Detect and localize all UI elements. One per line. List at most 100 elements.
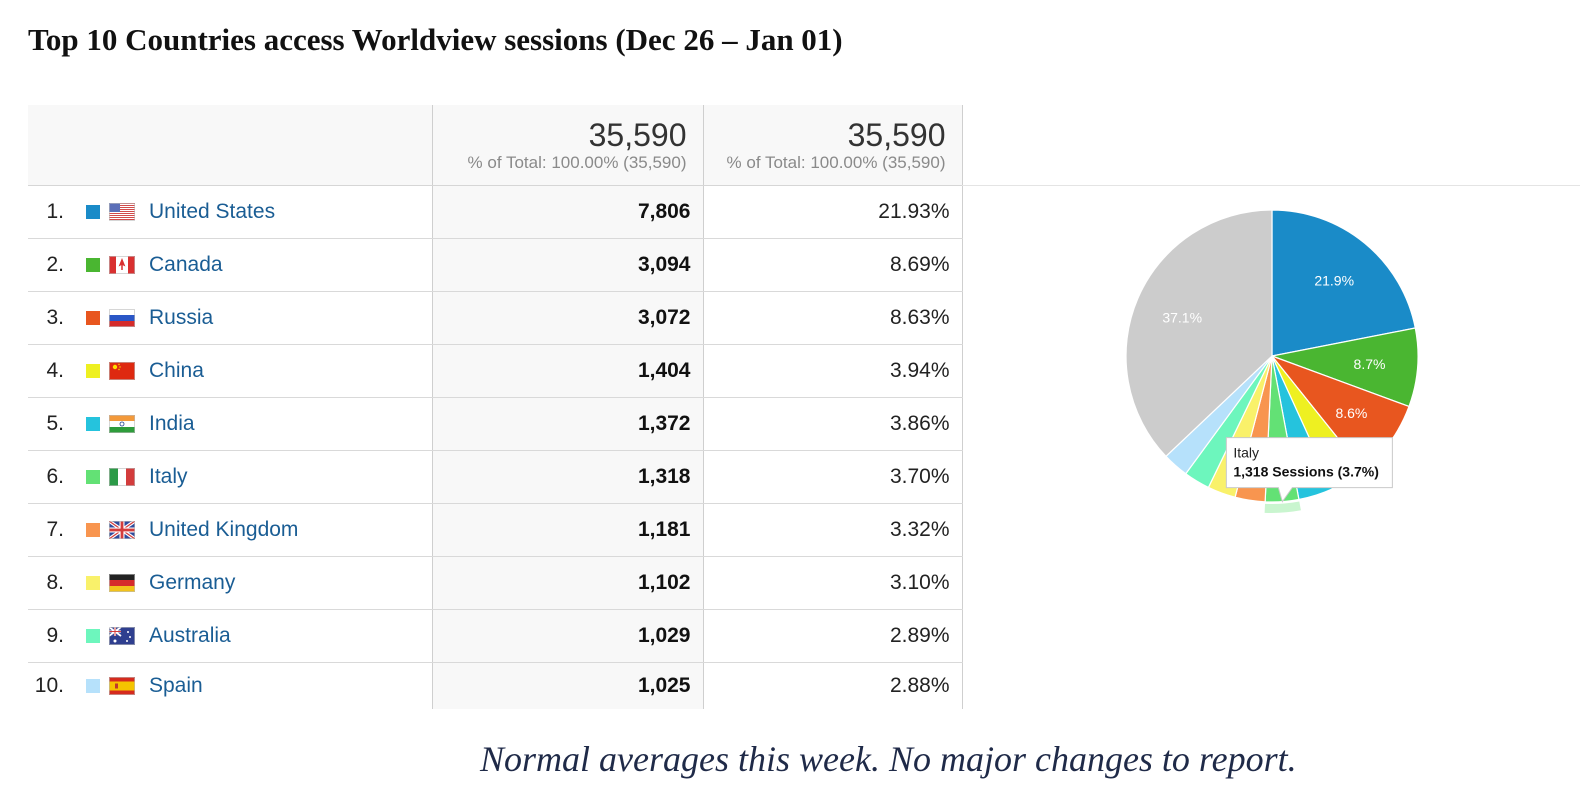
percent-cell: 21.93% [703,185,963,239]
footnote: Normal averages this week. No major chan… [480,739,1297,779]
header-percent-cell: 35,590 % of Total: 100.00% (35,590) [703,105,963,186]
pie-slice-united-states[interactable] [1271,209,1416,357]
header-dimension-cell [28,105,432,186]
pie-tooltip: Italy 1,318 Sessions (3.7%) [1225,437,1393,503]
header-sessions-cell: 35,590 % of Total: 100.00% (35,590) [431,105,704,186]
rank-label: 9. [46,624,64,648]
pie-slice-label: 21.9% [1314,273,1354,289]
country-link[interactable]: China [149,359,204,383]
table-row: 7. United Kingdom 1,181 3.32% [28,503,963,557]
color-swatch [86,629,100,644]
country-cell: 4. China [28,344,432,398]
color-swatch [86,576,100,591]
percent-cell: 8.69% [703,238,963,292]
sessions-cell: 1,372 [431,397,704,451]
table-row: 5. India 1,372 3.86% [28,397,963,451]
table-row: 6. Italy 1,318 3.70% [28,450,963,504]
country-link[interactable]: Italy [149,465,188,489]
rank-label: 1. [46,200,64,224]
country-cell: 9. Australia [28,609,432,663]
percent-cell: 3.70% [703,450,963,504]
color-swatch [86,679,100,694]
header-divider [962,185,1580,186]
sessions-total: 35,590 [588,117,687,153]
rank-label: 3. [46,306,64,330]
country-link[interactable]: Australia [149,624,231,648]
percent-total: 35,590 [847,117,946,153]
sessions-cell: 1,029 [431,609,704,663]
pie-slice-label: 8.6% [1335,405,1367,421]
rank-label: 6. [46,465,64,489]
country-cell: 3. Russia [28,291,432,345]
india-flag-icon [109,415,135,434]
percent-cell: 2.88% [703,662,963,709]
percent-cell: 3.94% [703,344,963,398]
rank-label: 8. [46,571,64,595]
percent-cell: 3.86% [703,397,963,451]
tooltip-title: Italy [1233,445,1259,461]
percent-cell: 3.32% [703,503,963,557]
country-link[interactable]: Germany [149,571,236,595]
country-link[interactable]: India [149,412,195,436]
percent-cell: 8.63% [703,291,963,345]
germany-flag-icon [109,574,135,593]
uk-flag-icon [108,519,136,541]
china-flag-icon [109,362,135,381]
sessions-cell: 3,094 [431,238,704,292]
country-cell: 6. Italy [28,450,432,504]
pie-slice-label: 8.7% [1354,356,1386,372]
rank-label: 2. [46,253,64,277]
spain-flag-icon [109,677,135,696]
pie-slice-label: 37.1% [1162,309,1202,325]
table-row: 1. United States 7,806 21.93% [28,185,963,239]
sessions-cell: 1,181 [431,503,704,557]
italy-flag-icon [109,468,135,487]
sessions-cell: 7,806 [431,185,704,239]
color-swatch [86,523,100,538]
country-cell: 5. India [28,397,432,451]
percent-cell: 2.89% [703,609,963,663]
table-row: 10. Spain 1,025 2.88% [28,662,963,710]
color-swatch [86,311,100,326]
country-link[interactable]: Canada [149,253,223,277]
table-row: 4. China 1,404 3.94% [28,344,963,398]
rank-label: 4. [46,359,64,383]
russia-flag-icon [109,309,135,328]
pie-chart: 21.9% 8.7% 8.6% 37.1% Italy 1,318 Sessions (3… [1125,209,1419,513]
color-swatch [86,470,100,485]
us-flag-icon [109,203,135,222]
canada-flag-icon [109,256,135,275]
page-title: Top 10 Countries access Worldview sessio… [28,22,843,57]
sessions-cell: 1,025 [431,662,704,709]
country-cell: 10. Spain [28,663,432,710]
sessions-total-sub: % of Total: 100.00% (35,590) [467,153,687,172]
sessions-cell: 1,102 [431,556,704,610]
color-swatch [86,205,100,220]
country-cell: 2. Canada [28,238,432,292]
pie-hover-highlight [1264,501,1301,513]
country-cell: 8. Germany [28,556,432,610]
table-row: 9. Australia 1,029 2.89% [28,609,963,663]
country-cell: 1. United States [28,185,432,239]
percent-cell: 3.10% [703,556,963,610]
percent-total-sub: % of Total: 100.00% (35,590) [726,153,946,172]
country-link[interactable]: Spain [149,674,203,698]
sessions-cell: 1,318 [431,450,704,504]
table-row: 2. Canada 3,094 8.69% [28,238,963,292]
pie-chart-area: 21.9% 8.7% 8.6% 37.1% Italy 1,318 Sessions (3… [962,186,1580,706]
country-table: 35,590 % of Total: 100.00% (35,590) 35,5… [28,105,963,710]
country-cell: 7. United Kingdom [28,503,432,557]
rank-label: 5. [46,412,64,436]
rank-label: 7. [46,518,64,542]
color-swatch [86,258,100,273]
sessions-cell: 1,404 [431,344,704,398]
sessions-cell: 3,072 [431,291,704,345]
country-link[interactable]: United States [149,200,276,224]
color-swatch [86,364,100,379]
table-header-row: 35,590 % of Total: 100.00% (35,590) 35,5… [28,105,963,186]
country-link[interactable]: Russia [149,306,214,330]
pie-slice-other[interactable] [1125,209,1273,458]
country-link[interactable]: United Kingdom [149,518,299,542]
rank-label: 10. [34,674,64,698]
table-row: 8. Germany 1,102 3.10% [28,556,963,610]
